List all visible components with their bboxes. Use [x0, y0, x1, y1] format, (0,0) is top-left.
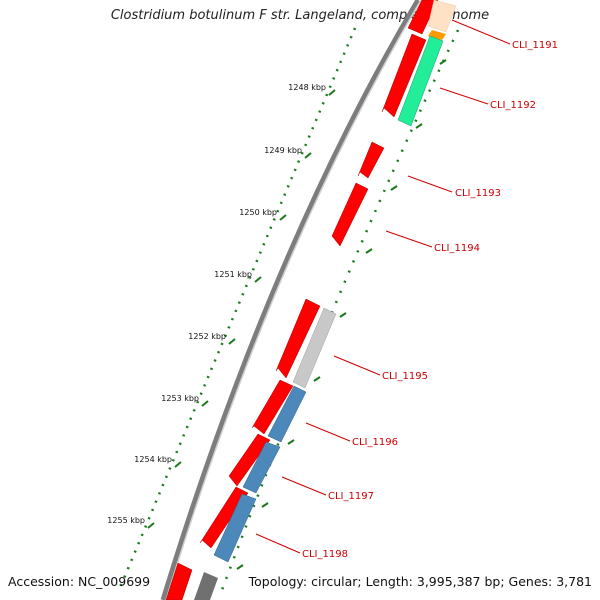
cds-arrow	[407, 0, 439, 35]
scale-labels: 1248 kbp 1249 kbp 1250 kbp 1251 kbp 1252…	[107, 83, 326, 525]
outer-tick	[390, 185, 398, 191]
cds-arrow	[165, 562, 193, 600]
feature-blue	[213, 493, 257, 563]
gene-label: CLI_1192	[490, 100, 536, 111]
accession-text: Accession: NC_009699	[8, 574, 151, 589]
gene-leader-lines	[255, 19, 511, 554]
scale-tick	[304, 152, 312, 159]
outer-tick	[365, 248, 373, 254]
cds-arrow	[199, 486, 249, 549]
leader-line	[407, 175, 453, 193]
cds-arrow	[251, 379, 294, 435]
scale-tick	[174, 461, 182, 468]
feature-blue	[267, 385, 307, 443]
feature-blue	[242, 441, 281, 494]
scale-tick	[254, 276, 262, 283]
scale-ticks	[147, 89, 336, 529]
outer-tick	[313, 376, 321, 382]
leader-line	[281, 476, 327, 496]
scale-tick	[201, 400, 209, 407]
gene-label: CLI_1193	[455, 188, 501, 199]
scale-tick	[147, 522, 155, 529]
scale-label: 1251 kbp	[214, 270, 252, 279]
outer-track-dots	[220, 29, 460, 591]
outer-tick	[287, 439, 295, 445]
cds-arrow	[275, 298, 321, 379]
leader-line	[255, 533, 301, 554]
scale-tick	[228, 338, 236, 345]
gene-label: CLI_1195	[382, 371, 428, 382]
gene-label: CLI_1197	[328, 491, 374, 502]
feature-orange	[428, 30, 446, 40]
feature-peach	[427, 0, 457, 33]
leader-line	[333, 355, 381, 376]
gene-label: CLI_1196	[352, 437, 398, 448]
outer-tick	[415, 123, 423, 129]
scale-label: 1253 kbp	[161, 394, 199, 403]
genome-backbone-highlight	[165, 0, 422, 600]
scale-tick	[328, 89, 336, 96]
feature-gray	[292, 307, 337, 389]
outer-tick	[439, 59, 447, 65]
cds-arrow	[381, 33, 427, 118]
leader-line	[439, 87, 489, 105]
cds-arrow	[228, 433, 271, 487]
genome-backbone	[160, 0, 421, 600]
leader-line	[305, 422, 351, 442]
outer-tick	[236, 564, 244, 570]
cds-features	[165, 0, 439, 600]
scale-label: 1255 kbp	[107, 516, 145, 525]
scale-label: 1252 kbp	[188, 332, 226, 341]
leader-line	[385, 230, 433, 248]
gene-label: CLI_1191	[512, 40, 558, 51]
outer-tick	[339, 312, 347, 318]
scale-label: 1249 kbp	[264, 146, 302, 155]
cds-arrow	[357, 141, 385, 179]
scale-tick	[279, 214, 287, 221]
feature-green	[397, 35, 444, 127]
outer-tick	[261, 502, 269, 508]
scale-label: 1250 kbp	[239, 208, 277, 217]
feature-dark	[194, 572, 218, 600]
gene-labels: CLI_1191 CLI_1192 CLI_1193 CLI_1194 CLI_…	[302, 40, 558, 560]
cds-arrow	[331, 182, 369, 247]
genome-title: Clostridium botulinum F str. Langeland, …	[110, 8, 490, 23]
genome-summary-text: Topology: circular; Length: 3,995,387 bp…	[248, 574, 592, 589]
scale-label: 1248 kbp	[288, 83, 326, 92]
outer-track-ticks	[236, 59, 447, 570]
gene-label: CLI_1198	[302, 549, 348, 560]
scale-label: 1254 kbp	[134, 455, 172, 464]
leader-line	[451, 19, 511, 45]
gene-label: CLI_1194	[434, 243, 480, 254]
